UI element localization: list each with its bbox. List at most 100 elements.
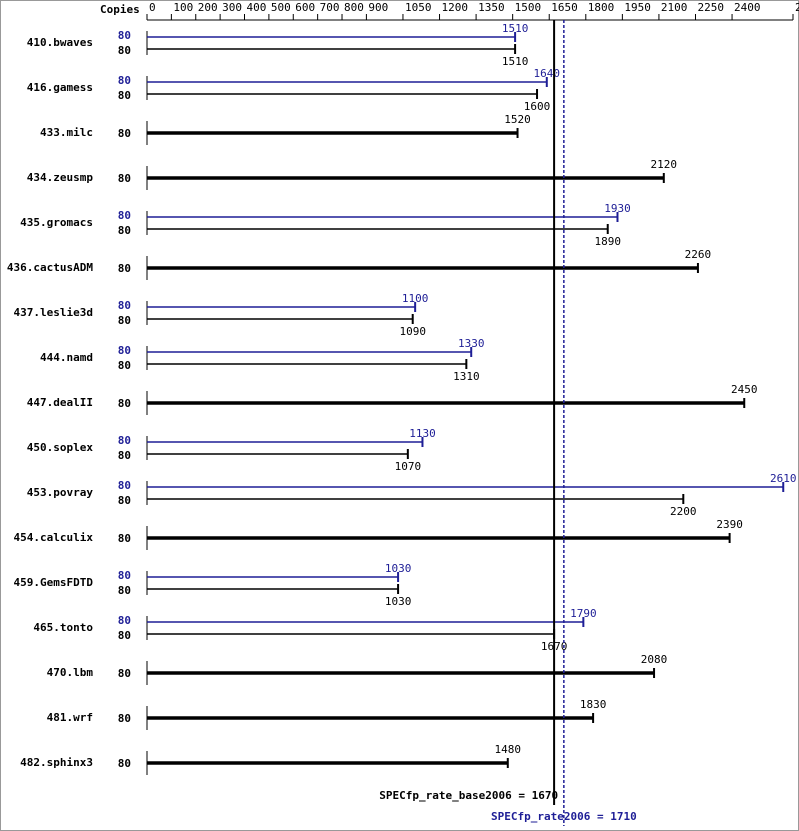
x-tick-label: 0 [149, 1, 156, 14]
copies-label: 80 [118, 172, 131, 185]
x-tick-label: 2400 [734, 1, 761, 14]
copies-label: 80 [118, 29, 131, 42]
value-label: 1100 [402, 292, 429, 305]
bar [147, 176, 664, 180]
x-tick-label: 600 [295, 1, 315, 14]
copies-label: 80 [118, 44, 131, 57]
reference-label: SPECfp_rate2006 = 1710 [491, 810, 637, 823]
x-tick-label: 200 [198, 1, 218, 14]
category-label: 410.bwaves [27, 36, 93, 49]
value-label: 1130 [409, 427, 436, 440]
bar [147, 536, 730, 540]
copies-label: 80 [118, 667, 131, 680]
category-label: 435.gromacs [20, 216, 93, 229]
copies-label: 80 [118, 532, 131, 545]
value-label: 2260 [685, 248, 712, 261]
bar [147, 48, 516, 50]
bar [147, 266, 698, 270]
bar [147, 576, 399, 578]
x-tick-label: 2100 [661, 1, 688, 14]
bar [147, 498, 684, 500]
bar [147, 216, 618, 218]
value-label: 2390 [716, 518, 743, 531]
value-label: 1480 [495, 743, 522, 756]
category-label: 450.soplex [27, 441, 94, 454]
value-label: 1890 [594, 235, 621, 248]
value-label: 1510 [502, 55, 529, 68]
x-tick-label: 400 [247, 1, 267, 14]
bar [147, 621, 584, 623]
reference-label: SPECfp_rate_base2006 = 1670 [379, 789, 558, 802]
x-tick-label: 1200 [442, 1, 469, 14]
bar [147, 306, 416, 308]
value-label: 2080 [641, 653, 668, 666]
x-tick-label: 2650 [795, 1, 799, 14]
copies-label: 80 [118, 359, 131, 372]
category-label: 416.gamess [27, 81, 93, 94]
value-label: 1790 [570, 607, 597, 620]
value-label: 1930 [604, 202, 631, 215]
copies-label: 80 [118, 494, 131, 507]
bar [147, 351, 472, 353]
copies-header: Copies [100, 3, 140, 16]
copies-label: 80 [118, 757, 131, 770]
copies-label: 80 [118, 584, 131, 597]
copies-label: 80 [118, 262, 131, 275]
bar [147, 318, 413, 320]
x-tick-label: 1500 [515, 1, 542, 14]
bar [147, 453, 408, 455]
copies-label: 80 [118, 224, 131, 237]
x-tick-label: 300 [222, 1, 242, 14]
x-tick-label: 800 [344, 1, 364, 14]
copies-label: 80 [118, 629, 131, 642]
bar [147, 633, 555, 635]
copies-label: 80 [118, 89, 131, 102]
x-tick-label: 100 [173, 1, 193, 14]
bar [147, 228, 608, 230]
category-label: 459.GemsFDTD [14, 576, 94, 589]
category-label: 482.sphinx3 [20, 756, 93, 769]
x-tick-label: 700 [320, 1, 340, 14]
value-label: 2450 [731, 383, 758, 396]
value-label: 1830 [580, 698, 607, 711]
bar [147, 36, 516, 38]
value-label: 1310 [453, 370, 480, 383]
bar [147, 761, 508, 765]
value-label: 1510 [502, 22, 529, 35]
copies-label: 80 [118, 344, 131, 357]
category-label: 436.cactusADM [7, 261, 93, 274]
category-label: 465.tonto [33, 621, 93, 634]
copies-label: 80 [118, 209, 131, 222]
category-label: 447.dealII [27, 396, 93, 409]
x-tick-label: 1050 [405, 1, 432, 14]
bar [147, 401, 745, 405]
x-tick-label: 1950 [624, 1, 651, 14]
value-label: 1090 [399, 325, 426, 338]
bar [147, 93, 538, 95]
value-label: 1520 [504, 113, 531, 126]
bar [147, 486, 784, 488]
category-label: 434.zeusmp [27, 171, 94, 184]
x-tick-label: 1800 [588, 1, 615, 14]
value-label: 1330 [458, 337, 485, 350]
copies-label: 80 [118, 614, 131, 627]
category-label: 433.milc [40, 126, 93, 139]
category-label: 444.namd [40, 351, 93, 364]
category-label: 454.calculix [14, 531, 94, 544]
bar [147, 131, 518, 135]
value-label: 1030 [385, 595, 412, 608]
bar [147, 81, 547, 83]
category-label: 453.povray [27, 486, 94, 499]
value-label: 2200 [670, 505, 697, 518]
x-tick-label: 1350 [478, 1, 505, 14]
copies-label: 80 [118, 449, 131, 462]
copies-label: 80 [118, 127, 131, 140]
copies-label: 80 [118, 479, 131, 492]
bar [147, 671, 655, 675]
copies-label: 80 [118, 569, 131, 582]
value-label: 1030 [385, 562, 412, 575]
category-label: 470.lbm [47, 666, 94, 679]
x-tick-label: 2250 [697, 1, 724, 14]
value-label: 1070 [395, 460, 422, 473]
